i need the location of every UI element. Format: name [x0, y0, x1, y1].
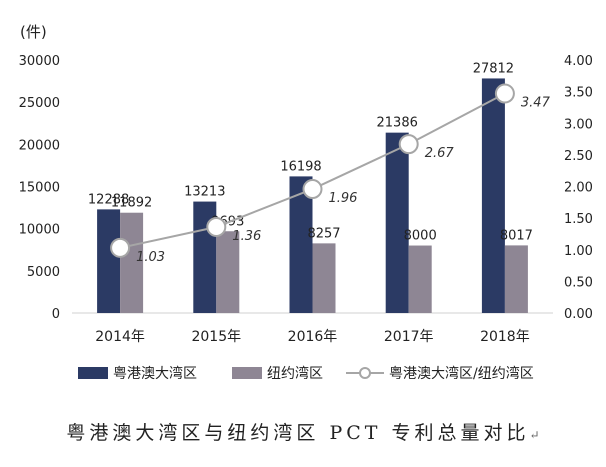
bar [120, 212, 144, 313]
right-axis-tick-label: 3.50 [564, 86, 593, 101]
left-axis: 0 5000 10000 15000 20000 25000 30000 [19, 54, 60, 322]
x-axis: 2014年 2015年 2016年 2017年 2018年 [95, 329, 529, 345]
legend: 粤港澳大湾区 纽约湾区 粤港澳大湾区/纽约湾区 [78, 365, 534, 382]
ratio-data-label: 1.03 [136, 250, 165, 265]
left-axis-unit-label: (件) [20, 23, 47, 41]
ratio-marker [206, 216, 227, 237]
ratio-data-label: 3.47 [521, 96, 551, 111]
bar [408, 245, 432, 313]
bar [216, 231, 240, 313]
ratio-marker [398, 134, 419, 155]
left-axis-tick-label: 25000 [19, 96, 60, 111]
right-axis-tick-label: 0.50 [564, 275, 593, 290]
bar-data-label: 8257 [307, 226, 340, 241]
right-axis-tick-label: 2.50 [564, 149, 593, 164]
right-axis-tick-label: 4.00 [564, 54, 593, 69]
x-axis-tick-label: 2017年 [384, 329, 434, 345]
bar-data-label: 11892 [111, 196, 152, 211]
left-axis-tick-label: 15000 [19, 181, 60, 196]
bar [504, 245, 528, 313]
right-axis: 0.00 0.50 1.00 1.50 2.00 2.50 3.00 3.50 4.00 [564, 54, 593, 322]
bar-data-label: 8000 [404, 229, 437, 244]
ratio-marker [302, 179, 323, 200]
x-axis-tick-label: 2015年 [191, 329, 241, 345]
bar-data-label: 12288 [88, 192, 129, 207]
bar-data-label: 8017 [500, 228, 533, 243]
bar [385, 132, 409, 313]
legend-label: 纽约湾区 [267, 365, 323, 382]
right-axis-tick-label: 0.00 [564, 307, 593, 322]
bar [97, 209, 121, 313]
legend-swatch [232, 367, 262, 379]
right-axis-tick-label: 3.00 [564, 117, 593, 132]
bar-data-label: 13213 [184, 185, 225, 200]
bar [289, 176, 313, 313]
caption-text: 粤港澳大湾区与纽约湾区 PCT 专利总量对比 [66, 422, 530, 444]
legend-label: 粤港澳大湾区 [113, 365, 197, 382]
x-axis-tick-label: 2016年 [288, 329, 338, 345]
bar-data-label: 27812 [473, 61, 514, 76]
ratio-marker [494, 83, 515, 104]
ratio-marker [110, 237, 131, 258]
bar [312, 243, 336, 313]
legend-marker [359, 367, 371, 379]
x-axis-tick-label: 2014年 [95, 329, 145, 345]
figure-caption: 粤港澳大湾区与纽约湾区 PCT 专利总量对比↵ [0, 418, 606, 445]
left-axis-tick-label: 20000 [19, 138, 60, 153]
right-axis-tick-label: 2.00 [564, 181, 593, 196]
paragraph-mark: ↵ [529, 428, 540, 442]
bar-data-label: 16198 [280, 159, 321, 174]
legend-swatch [78, 367, 108, 379]
ratio-data-label: 1.36 [232, 229, 261, 244]
right-axis-tick-label: 1.00 [564, 244, 593, 259]
left-axis-tick-label: 0 [52, 307, 60, 322]
ratio-line-series: 1.03 1.36 1.96 2.67 3.47 [110, 83, 551, 265]
left-axis-tick-label: 10000 [19, 223, 60, 238]
left-axis-tick-label: 5000 [27, 265, 60, 280]
x-axis-tick-label: 2018年 [480, 329, 530, 345]
bar [481, 78, 505, 313]
ratio-data-label: 2.67 [425, 146, 455, 161]
ratio-data-label: 1.96 [329, 191, 358, 206]
right-axis-tick-label: 1.50 [564, 212, 593, 227]
legend-label: 粤港澳大湾区/纽约湾区 [389, 365, 534, 382]
bar-data-label: 21386 [377, 116, 418, 131]
left-axis-tick-label: 30000 [19, 54, 60, 69]
bar-series [97, 78, 528, 313]
